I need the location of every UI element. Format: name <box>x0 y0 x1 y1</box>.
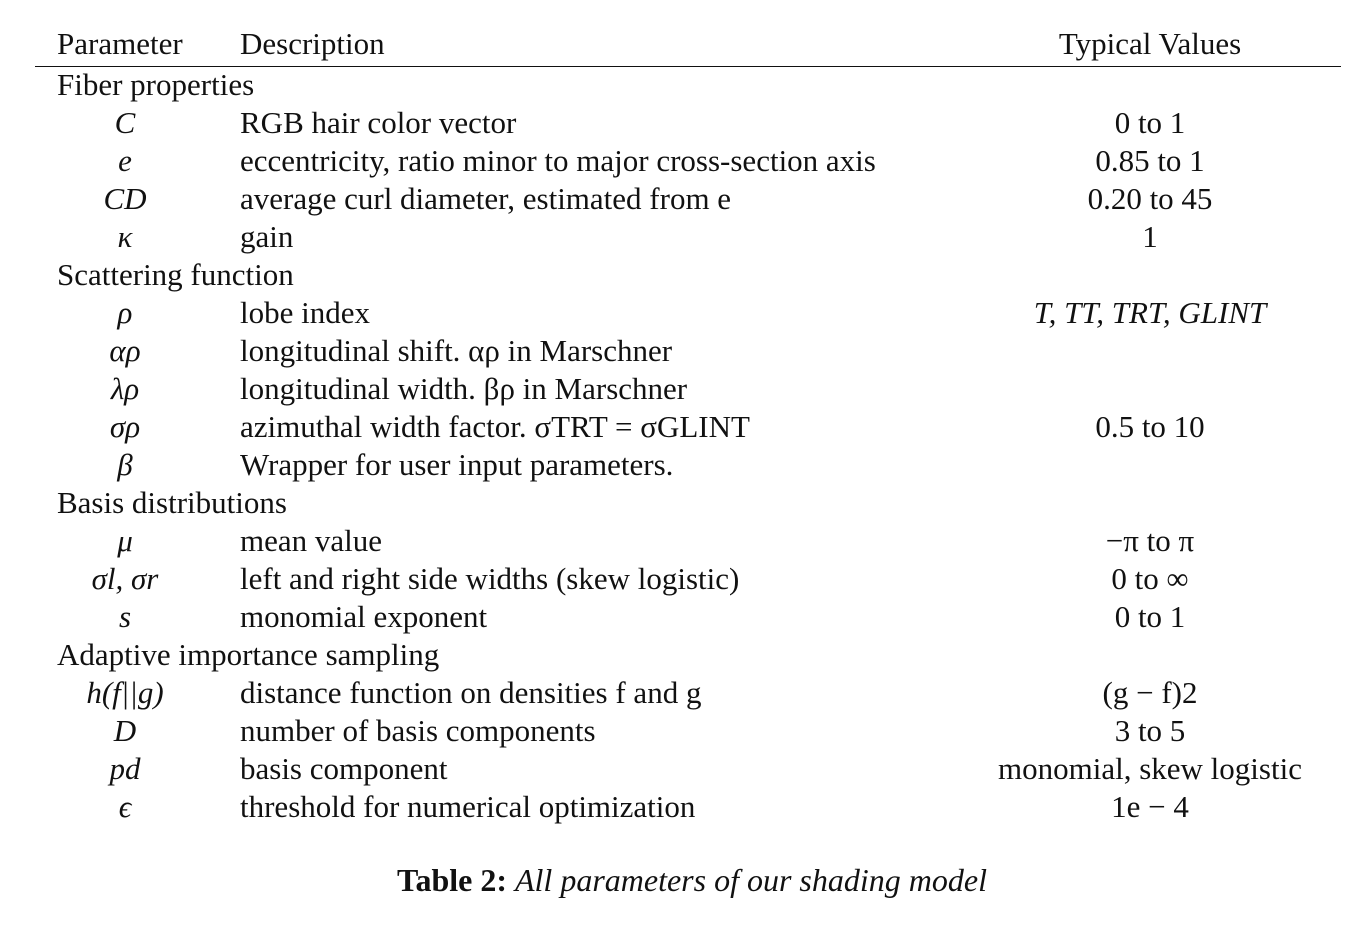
param-value: 1 <box>1142 219 1158 254</box>
param-description: longitudinal width. βρ in Marschner <box>240 371 688 406</box>
param-description: azimuthal width factor. σTRT = σGLINT <box>240 409 750 444</box>
param-description: eccentricity, ratio minor to major cross… <box>240 143 876 178</box>
param-symbol: σl, σr <box>91 561 159 596</box>
section-title: Basis distributions <box>57 485 287 520</box>
param-value: 0 to ∞ <box>1111 561 1189 596</box>
table-row: μ mean value −π to π <box>35 522 1341 560</box>
section-title: Adaptive importance sampling <box>57 637 440 672</box>
section-row: Fiber properties <box>35 66 1341 104</box>
table-row: CD average curl diameter, estimated from… <box>35 180 1341 218</box>
table-row: σl, σr left and right side widths (skew … <box>35 560 1341 598</box>
table-row: C RGB hair color vector 0 to 1 <box>35 104 1341 142</box>
table-row: D number of basis components 3 to 5 <box>35 712 1341 750</box>
section-row: Basis distributions <box>35 484 1341 522</box>
parameter-table: Parameter Description Typical Values Fib… <box>35 22 1341 826</box>
param-symbol: h(f||g) <box>86 675 164 710</box>
param-description: gain <box>240 219 294 254</box>
param-description: number of basis components <box>240 713 596 748</box>
param-value: −π to π <box>1105 523 1195 558</box>
table-row: ϵ threshold for numerical optimization 1… <box>35 788 1341 826</box>
param-value: T, TT, TRT, GLINT <box>1033 295 1267 330</box>
param-symbol: pd <box>109 751 141 786</box>
param-description: average curl diameter, estimated from e <box>240 181 732 216</box>
param-value: 0.20 to 45 <box>1087 181 1213 216</box>
param-description: RGB hair color vector <box>240 105 517 140</box>
param-description: monomial exponent <box>240 599 488 634</box>
caption-text: All parameters of our shading model <box>514 862 987 898</box>
table-row: e eccentricity, ratio minor to major cro… <box>35 142 1341 180</box>
table-row: s monomial exponent 0 to 1 <box>35 598 1341 636</box>
table-caption: Table 2: All parameters of our shading m… <box>0 862 1359 899</box>
param-symbol: β <box>117 447 133 482</box>
param-value: 0 to 1 <box>1114 599 1186 634</box>
param-symbol: κ <box>117 219 133 254</box>
param-description: Wrapper for user input parameters. <box>240 447 674 482</box>
table-row: h(f||g) distance function on densities f… <box>35 674 1341 712</box>
param-symbol: αρ <box>109 333 141 368</box>
param-symbol: D <box>113 713 137 748</box>
param-symbol: σρ <box>109 409 141 444</box>
caption-label: Table 2: <box>397 862 507 898</box>
param-description: lobe index <box>240 295 370 330</box>
table-row: β Wrapper for user input parameters. <box>35 446 1341 484</box>
table-row: σρ azimuthal width factor. σTRT = σGLINT… <box>35 408 1341 446</box>
param-value: (g − f)2 <box>1102 675 1198 710</box>
param-symbol: μ <box>117 523 133 558</box>
param-symbol: e <box>118 143 132 178</box>
param-description: basis component <box>240 751 448 786</box>
param-symbol: ρ <box>117 295 133 330</box>
header-description: Description <box>240 26 385 61</box>
param-symbol: λρ <box>110 371 140 406</box>
param-value: 0.85 to 1 <box>1095 143 1205 178</box>
table-row: αρ longitudinal shift. αρ in Marschner <box>35 332 1341 370</box>
table-row: λρ longitudinal width. βρ in Marschner <box>35 370 1341 408</box>
header-typical-values: Typical Values <box>1058 26 1242 61</box>
header-parameter: Parameter <box>57 26 183 61</box>
param-value: 3 to 5 <box>1114 713 1186 748</box>
param-symbol: s <box>118 599 132 634</box>
param-symbol: CD <box>103 181 147 216</box>
table-row: ρ lobe index T, TT, TRT, GLINT <box>35 294 1341 332</box>
table-row: κ gain 1 <box>35 218 1341 256</box>
header-row: Parameter Description Typical Values <box>35 22 1341 66</box>
section-title: Scattering function <box>57 257 294 292</box>
param-description: threshold for numerical optimization <box>240 789 696 824</box>
param-description: distance function on densities f and g <box>240 675 702 710</box>
param-description: mean value <box>240 523 383 558</box>
section-row: Adaptive importance sampling <box>35 636 1341 674</box>
section-title: Fiber properties <box>57 67 255 102</box>
param-symbol: C <box>114 105 136 140</box>
param-description: left and right side widths (skew logisti… <box>240 561 740 596</box>
param-value: 1e − 4 <box>1111 789 1189 824</box>
section-row: Scattering function <box>35 256 1341 294</box>
param-value: 0.5 to 10 <box>1095 409 1205 444</box>
param-value: 0 to 1 <box>1114 105 1186 140</box>
param-description: longitudinal shift. αρ in Marschner <box>240 333 673 368</box>
header-rule <box>35 66 1341 67</box>
table-row: pd basis component monomial, skew logist… <box>35 750 1341 788</box>
param-symbol: ϵ <box>118 789 132 824</box>
param-value: monomial, skew logistic <box>998 751 1302 786</box>
